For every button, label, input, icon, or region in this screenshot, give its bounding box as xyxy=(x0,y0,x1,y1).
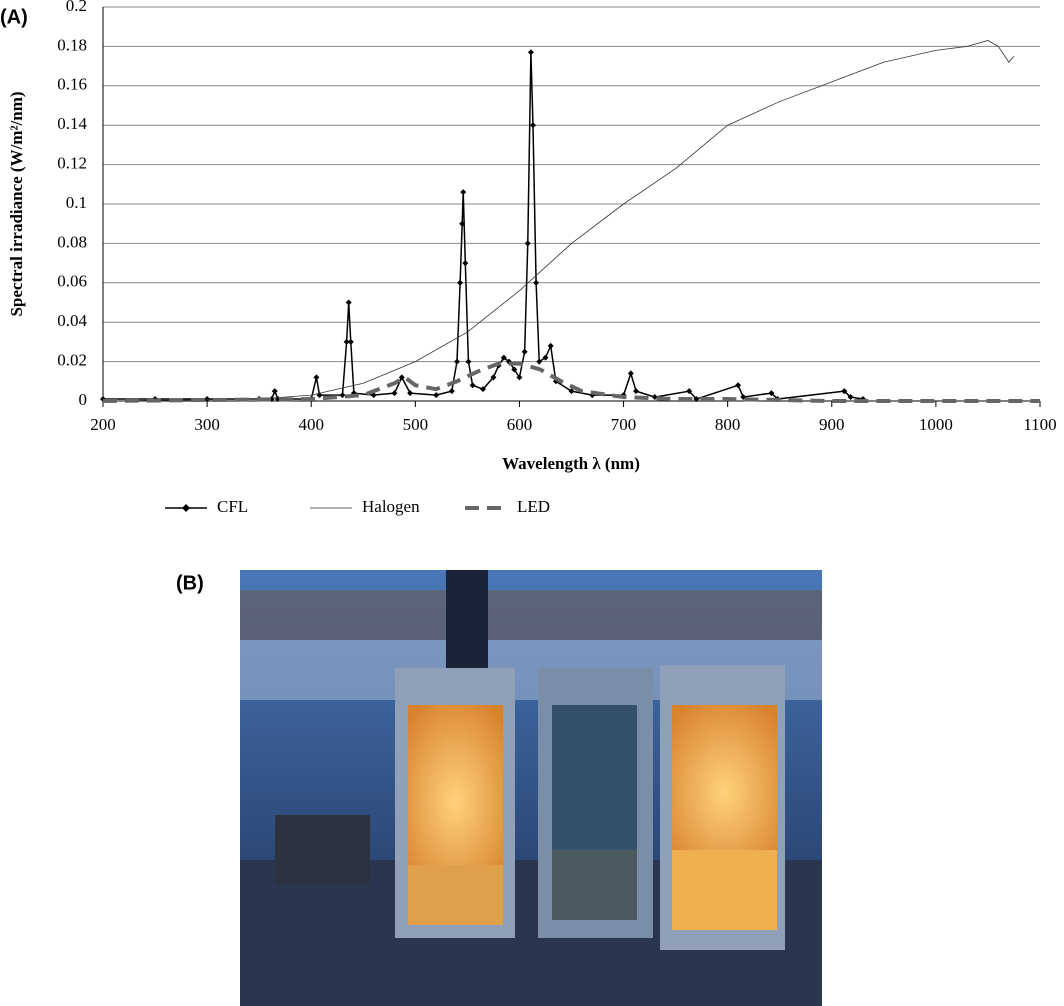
y-tick-label: 0.2 xyxy=(66,0,87,15)
x-tick-label: 900 xyxy=(819,415,845,434)
y-tick-label: 0.06 xyxy=(57,272,87,291)
marker xyxy=(391,390,398,397)
chart: (A) Wavelength λ (nm) Spectral irradianc… xyxy=(0,0,1057,516)
marker xyxy=(345,299,352,306)
marker xyxy=(343,338,350,345)
marker xyxy=(407,390,414,397)
y-tick-label: 0 xyxy=(79,390,88,409)
legend-label: LED xyxy=(517,497,550,516)
marker xyxy=(271,388,278,395)
x-tick-label: 600 xyxy=(507,415,533,434)
marker xyxy=(533,279,540,286)
marker xyxy=(490,374,497,381)
marker xyxy=(735,382,742,389)
marker xyxy=(516,374,523,381)
marker xyxy=(462,260,469,267)
y-tick-label: 0.16 xyxy=(57,75,87,94)
marker xyxy=(459,220,466,227)
marker xyxy=(527,49,534,56)
marker xyxy=(453,358,460,365)
marker xyxy=(536,358,543,365)
series-line xyxy=(102,40,1015,402)
marker xyxy=(433,392,440,399)
y-tick-label: 0.18 xyxy=(57,35,87,54)
marker xyxy=(465,358,472,365)
legend-label: Halogen xyxy=(362,497,420,516)
marker xyxy=(511,366,518,373)
marker xyxy=(398,374,405,381)
y-tick-label: 0.14 xyxy=(57,114,87,133)
x-tick-label: 300 xyxy=(194,415,220,434)
marker xyxy=(448,388,455,395)
marker xyxy=(547,342,554,349)
marker xyxy=(841,388,848,395)
panel-label: (A) xyxy=(0,6,28,28)
marker xyxy=(347,338,354,345)
x-tick-label: 700 xyxy=(611,415,637,434)
x-tick-label: 400 xyxy=(298,415,324,434)
x-tick-label: 500 xyxy=(403,415,429,434)
x-tick-label: 800 xyxy=(715,415,741,434)
marker xyxy=(633,388,640,395)
marker xyxy=(529,122,536,129)
marker xyxy=(469,382,476,389)
marker xyxy=(480,386,487,393)
marker xyxy=(568,388,575,395)
panel-label: (B) xyxy=(176,572,204,594)
marker xyxy=(651,394,658,401)
marker xyxy=(460,189,467,196)
y-tick-label: 0.1 xyxy=(66,193,87,212)
marker xyxy=(847,394,854,401)
marker xyxy=(204,396,211,403)
legend-marker xyxy=(182,504,190,512)
marker xyxy=(339,392,346,399)
marker xyxy=(542,354,549,361)
x-tick-label: 200 xyxy=(90,415,116,434)
series-line xyxy=(102,361,1040,403)
y-tick-label: 0.08 xyxy=(57,232,87,251)
marker xyxy=(693,396,700,403)
marker xyxy=(524,240,531,247)
marker xyxy=(521,348,528,355)
marker xyxy=(768,390,775,397)
x-axis-label: Wavelength λ (nm) xyxy=(502,454,640,473)
photo xyxy=(240,570,822,1006)
y-tick-label: 0.04 xyxy=(57,311,87,330)
y-axis-label: Spectral irradiance (W/m²/nm) xyxy=(7,91,26,316)
x-tick-label: 1100 xyxy=(1023,415,1056,434)
marker xyxy=(457,279,464,286)
marker xyxy=(627,370,634,377)
marker xyxy=(686,388,693,395)
y-tick-label: 0.12 xyxy=(57,154,87,173)
x-tick-label: 1000 xyxy=(919,415,953,434)
marker xyxy=(500,354,507,361)
y-tick-label: 0.02 xyxy=(57,351,87,370)
legend-label: CFL xyxy=(217,497,248,516)
marker xyxy=(313,374,320,381)
